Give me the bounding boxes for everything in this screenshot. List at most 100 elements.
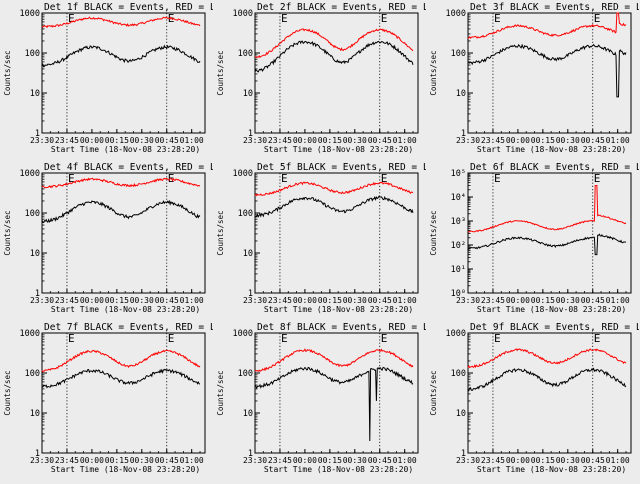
y-tick-label: 1 (35, 289, 40, 299)
detector-panel: Det 3f BLACK = Events, RED = LLD Counts/s… (426, 0, 640, 160)
lld-series (254, 28, 414, 59)
event-marker-label: E (168, 332, 175, 345)
event-marker-label: E (594, 332, 601, 345)
y-tick-label: 10⁰ (451, 289, 466, 299)
detector-panel: Det 1f BLACK = Events, RED = LLD Counts/s… (0, 0, 227, 160)
x-tick-label: 00:45 (581, 136, 605, 145)
lld-series (41, 177, 201, 189)
y-tick-label: 1000 (233, 169, 253, 179)
x-tick-label: 00:30 (130, 136, 154, 145)
x-tick-label: 00:00 (506, 456, 530, 465)
y-tick-label: 10 (243, 89, 253, 99)
panel-chart: Det 4f BLACK = Events, RED = LLD Counts/s… (3, 162, 227, 314)
y-tick-label: 10 (30, 409, 40, 419)
events-series (467, 233, 627, 256)
x-tick-label: 00:15 (105, 456, 129, 465)
x-tick-label: 00:15 (318, 296, 342, 305)
x-tick-label: 00:15 (105, 136, 129, 145)
event-marker-label: E (594, 172, 601, 185)
x-tick-label: 00:45 (581, 296, 605, 305)
x-tick-label: 00:00 (293, 136, 317, 145)
plot-frame (41, 172, 206, 294)
x-tick-label: 23:30 (243, 296, 267, 305)
x-axis-label: Start Time (18-Nov-08 23:28:20) (477, 305, 626, 314)
y-axis-label: Counts/sec (3, 50, 12, 95)
x-tick-label: 23:30 (456, 136, 480, 145)
event-marker-label: E (281, 332, 288, 345)
x-tick-label: 00:00 (80, 296, 104, 305)
x-tick-label: 00:45 (155, 456, 179, 465)
x-tick-label: 23:45 (55, 296, 79, 305)
y-tick-label: 10 (456, 89, 466, 99)
panel-chart: Det 9f BLACK = Events, RED = LLD Counts/s… (429, 322, 640, 474)
x-tick-label: 00:30 (343, 456, 367, 465)
x-tick-label: 23:30 (243, 136, 267, 145)
x-tick-label: 01:00 (606, 296, 630, 305)
y-tick-label: 1 (248, 289, 253, 299)
x-tick-label: 00:00 (80, 456, 104, 465)
x-tick-label: 00:00 (293, 456, 317, 465)
panel-title: Det 1f BLACK = Events, RED = LLD (44, 2, 213, 13)
events-series (254, 195, 414, 218)
lld-series (467, 348, 627, 369)
x-tick-label: 01:00 (393, 456, 417, 465)
x-axis-label: Start Time (18-Nov-08 23:28:20) (477, 145, 626, 154)
lld-series (254, 181, 414, 197)
y-tick-label: 100 (451, 369, 466, 379)
x-tick-label: 00:00 (506, 296, 530, 305)
y-tick-label: 1000 (20, 169, 40, 179)
detector-panel: Det 7f BLACK = Events, RED = LLD Counts/s… (0, 320, 227, 480)
panel-title: Det 8f BLACK = Events, RED = LLD (257, 322, 426, 333)
x-tick-label: 01:00 (180, 456, 204, 465)
detector-panel: Det 8f BLACK = Events, RED = LLD Counts/s… (213, 320, 440, 480)
panel-chart: Det 2f BLACK = Events, RED = LLD Counts/s… (216, 2, 440, 154)
plot-frame (41, 12, 206, 134)
plot-frame (254, 12, 419, 134)
panel-title: Det 6f BLACK = Events, RED = LLD (470, 162, 639, 173)
event-marker-label: E (68, 12, 75, 25)
event-marker-label: E (381, 12, 388, 25)
y-axis-label: Counts/sec (429, 50, 438, 95)
x-tick-label: 01:00 (393, 296, 417, 305)
panel-chart: Det 7f BLACK = Events, RED = LLD Counts/s… (3, 322, 227, 474)
y-tick-label: 100 (25, 49, 40, 59)
x-tick-label: 00:30 (556, 456, 580, 465)
x-tick-label: 23:30 (30, 136, 54, 145)
event-marker-label: E (494, 332, 501, 345)
event-marker-label: E (494, 172, 501, 185)
x-tick-label: 00:15 (105, 296, 129, 305)
x-tick-label: 01:00 (606, 456, 630, 465)
y-tick-label: 10 (243, 409, 253, 419)
y-tick-label: 100 (238, 49, 253, 59)
detector-panel: Det 6f BLACK = Events, RED = LLD Counts/s… (426, 160, 640, 320)
x-tick-label: 23:30 (30, 456, 54, 465)
x-tick-label: 00:45 (368, 296, 392, 305)
x-tick-label: 23:45 (268, 136, 292, 145)
panel-chart: Det 6f BLACK = Events, RED = LLD Counts/s… (429, 162, 640, 314)
y-tick-label: 1000 (20, 329, 40, 339)
events-series (41, 368, 201, 389)
y-axis-label: Counts/sec (3, 210, 12, 255)
event-marker-label: E (594, 12, 601, 25)
x-tick-label: 00:30 (130, 456, 154, 465)
x-tick-label: 23:45 (268, 456, 292, 465)
y-axis-label: Counts/sec (216, 370, 225, 415)
x-axis-label: Start Time (18-Nov-08 23:28:20) (264, 465, 413, 474)
event-marker-label: E (381, 172, 388, 185)
y-tick-label: 1000 (233, 329, 253, 339)
x-axis-label: Start Time (18-Nov-08 23:28:20) (51, 145, 200, 154)
panel-title: Det 9f BLACK = Events, RED = LLD (470, 322, 639, 333)
detector-panel: Det 9f BLACK = Events, RED = LLD Counts/s… (426, 320, 640, 480)
y-tick-label: 100 (238, 369, 253, 379)
x-tick-label: 00:30 (343, 136, 367, 145)
y-tick-label: 1000 (20, 9, 40, 19)
lld-series (467, 12, 627, 40)
y-tick-label: 100 (451, 49, 466, 59)
x-axis-label: Start Time (18-Nov-08 23:28:20) (264, 145, 413, 154)
event-marker-label: E (281, 12, 288, 25)
plot-frame (254, 332, 419, 454)
y-tick-label: 1 (35, 449, 40, 459)
x-axis-label: Start Time (18-Nov-08 23:28:20) (477, 465, 626, 474)
x-tick-label: 23:45 (481, 136, 505, 145)
